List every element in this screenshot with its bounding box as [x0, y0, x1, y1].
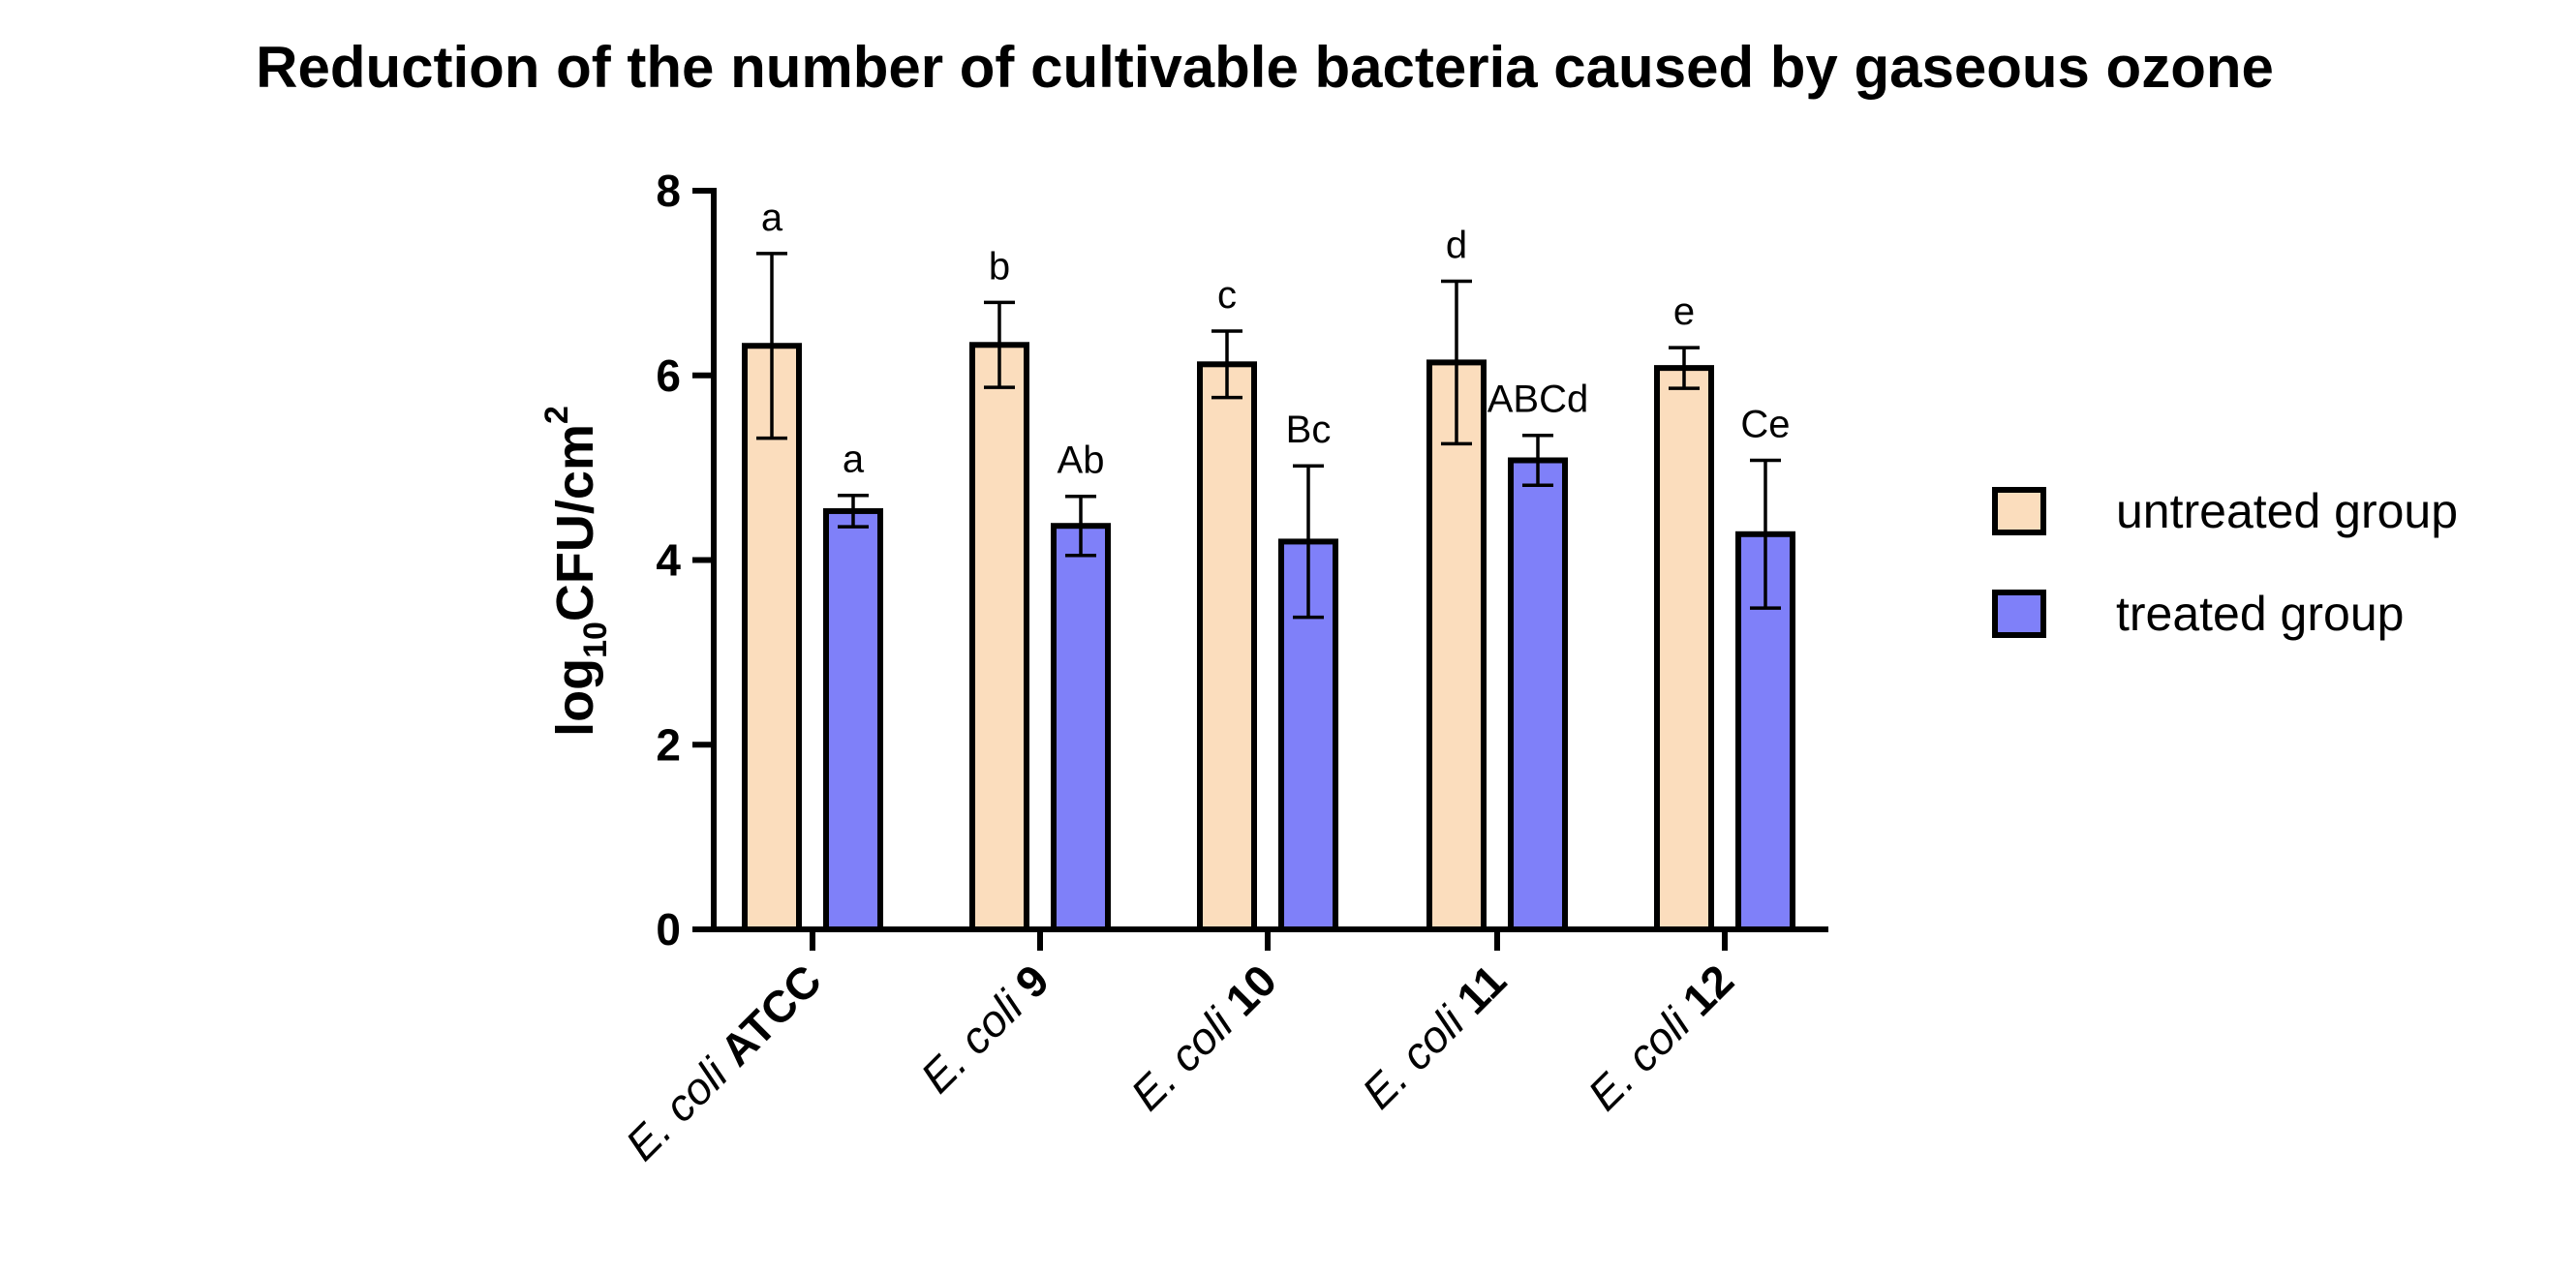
x-tick-label-strain: ATCC — [710, 955, 831, 1076]
significance-label: ABCd — [1487, 379, 1589, 421]
y-axis-label-subscript: 10 — [577, 622, 614, 658]
significance-label: c — [1217, 274, 1237, 317]
significance-label: a — [843, 439, 865, 481]
bar-untreated — [969, 342, 1029, 932]
x-tick-label: E. coli 11 — [1352, 955, 1516, 1118]
legend: untreated group treated group — [1992, 484, 2458, 641]
y-tick-label: 4 — [656, 535, 681, 586]
y-axis-label-superscript: 2 — [538, 406, 575, 424]
bar-treated — [1508, 457, 1568, 932]
significance-label: Ce — [1740, 403, 1790, 445]
x-tick-label: E. coli 12 — [1579, 955, 1744, 1120]
y-tick-label: 8 — [656, 166, 681, 216]
bar-treated — [823, 507, 883, 932]
x-tick-label: E. coli ATCC — [616, 955, 831, 1169]
y-tick-label: 6 — [656, 350, 681, 401]
significance-label: Bc — [1286, 409, 1332, 451]
significance-label: d — [1446, 224, 1467, 266]
bar-untreated — [1426, 359, 1487, 932]
legend-swatch-treated — [1992, 590, 2046, 638]
x-tick-label: E. coli 9 — [911, 955, 1058, 1102]
significance-label: a — [761, 197, 783, 239]
bar-untreated — [1197, 361, 1257, 932]
legend-swatch-untreated — [1992, 487, 2046, 535]
significance-label: Ab — [1058, 440, 1105, 482]
legend-label-untreated: untreated group — [2116, 484, 2458, 538]
y-tick-label: 0 — [656, 904, 681, 955]
chart-title: Reduction of the number of cultivable ba… — [256, 35, 2274, 100]
y-axis-label: log10CFU/cm2 — [538, 406, 614, 737]
y-tick-label: 2 — [656, 719, 681, 770]
y-axis-label-base: log — [546, 658, 604, 737]
plot-area: 0 2 4 6 8 a b c d e a Ab Bc ABCd Ce E. coli ATCC E. coli… — [616, 166, 1828, 1170]
y-axis-label-main: CFU/cm — [546, 424, 604, 622]
significance-label: b — [989, 245, 1010, 288]
significance-label: e — [1673, 290, 1695, 333]
legend-label-treated: treated group — [2116, 587, 2404, 641]
bar-treated — [1051, 523, 1111, 932]
bar-untreated — [1654, 365, 1714, 932]
x-tick-label: E. coli 10 — [1121, 955, 1287, 1120]
